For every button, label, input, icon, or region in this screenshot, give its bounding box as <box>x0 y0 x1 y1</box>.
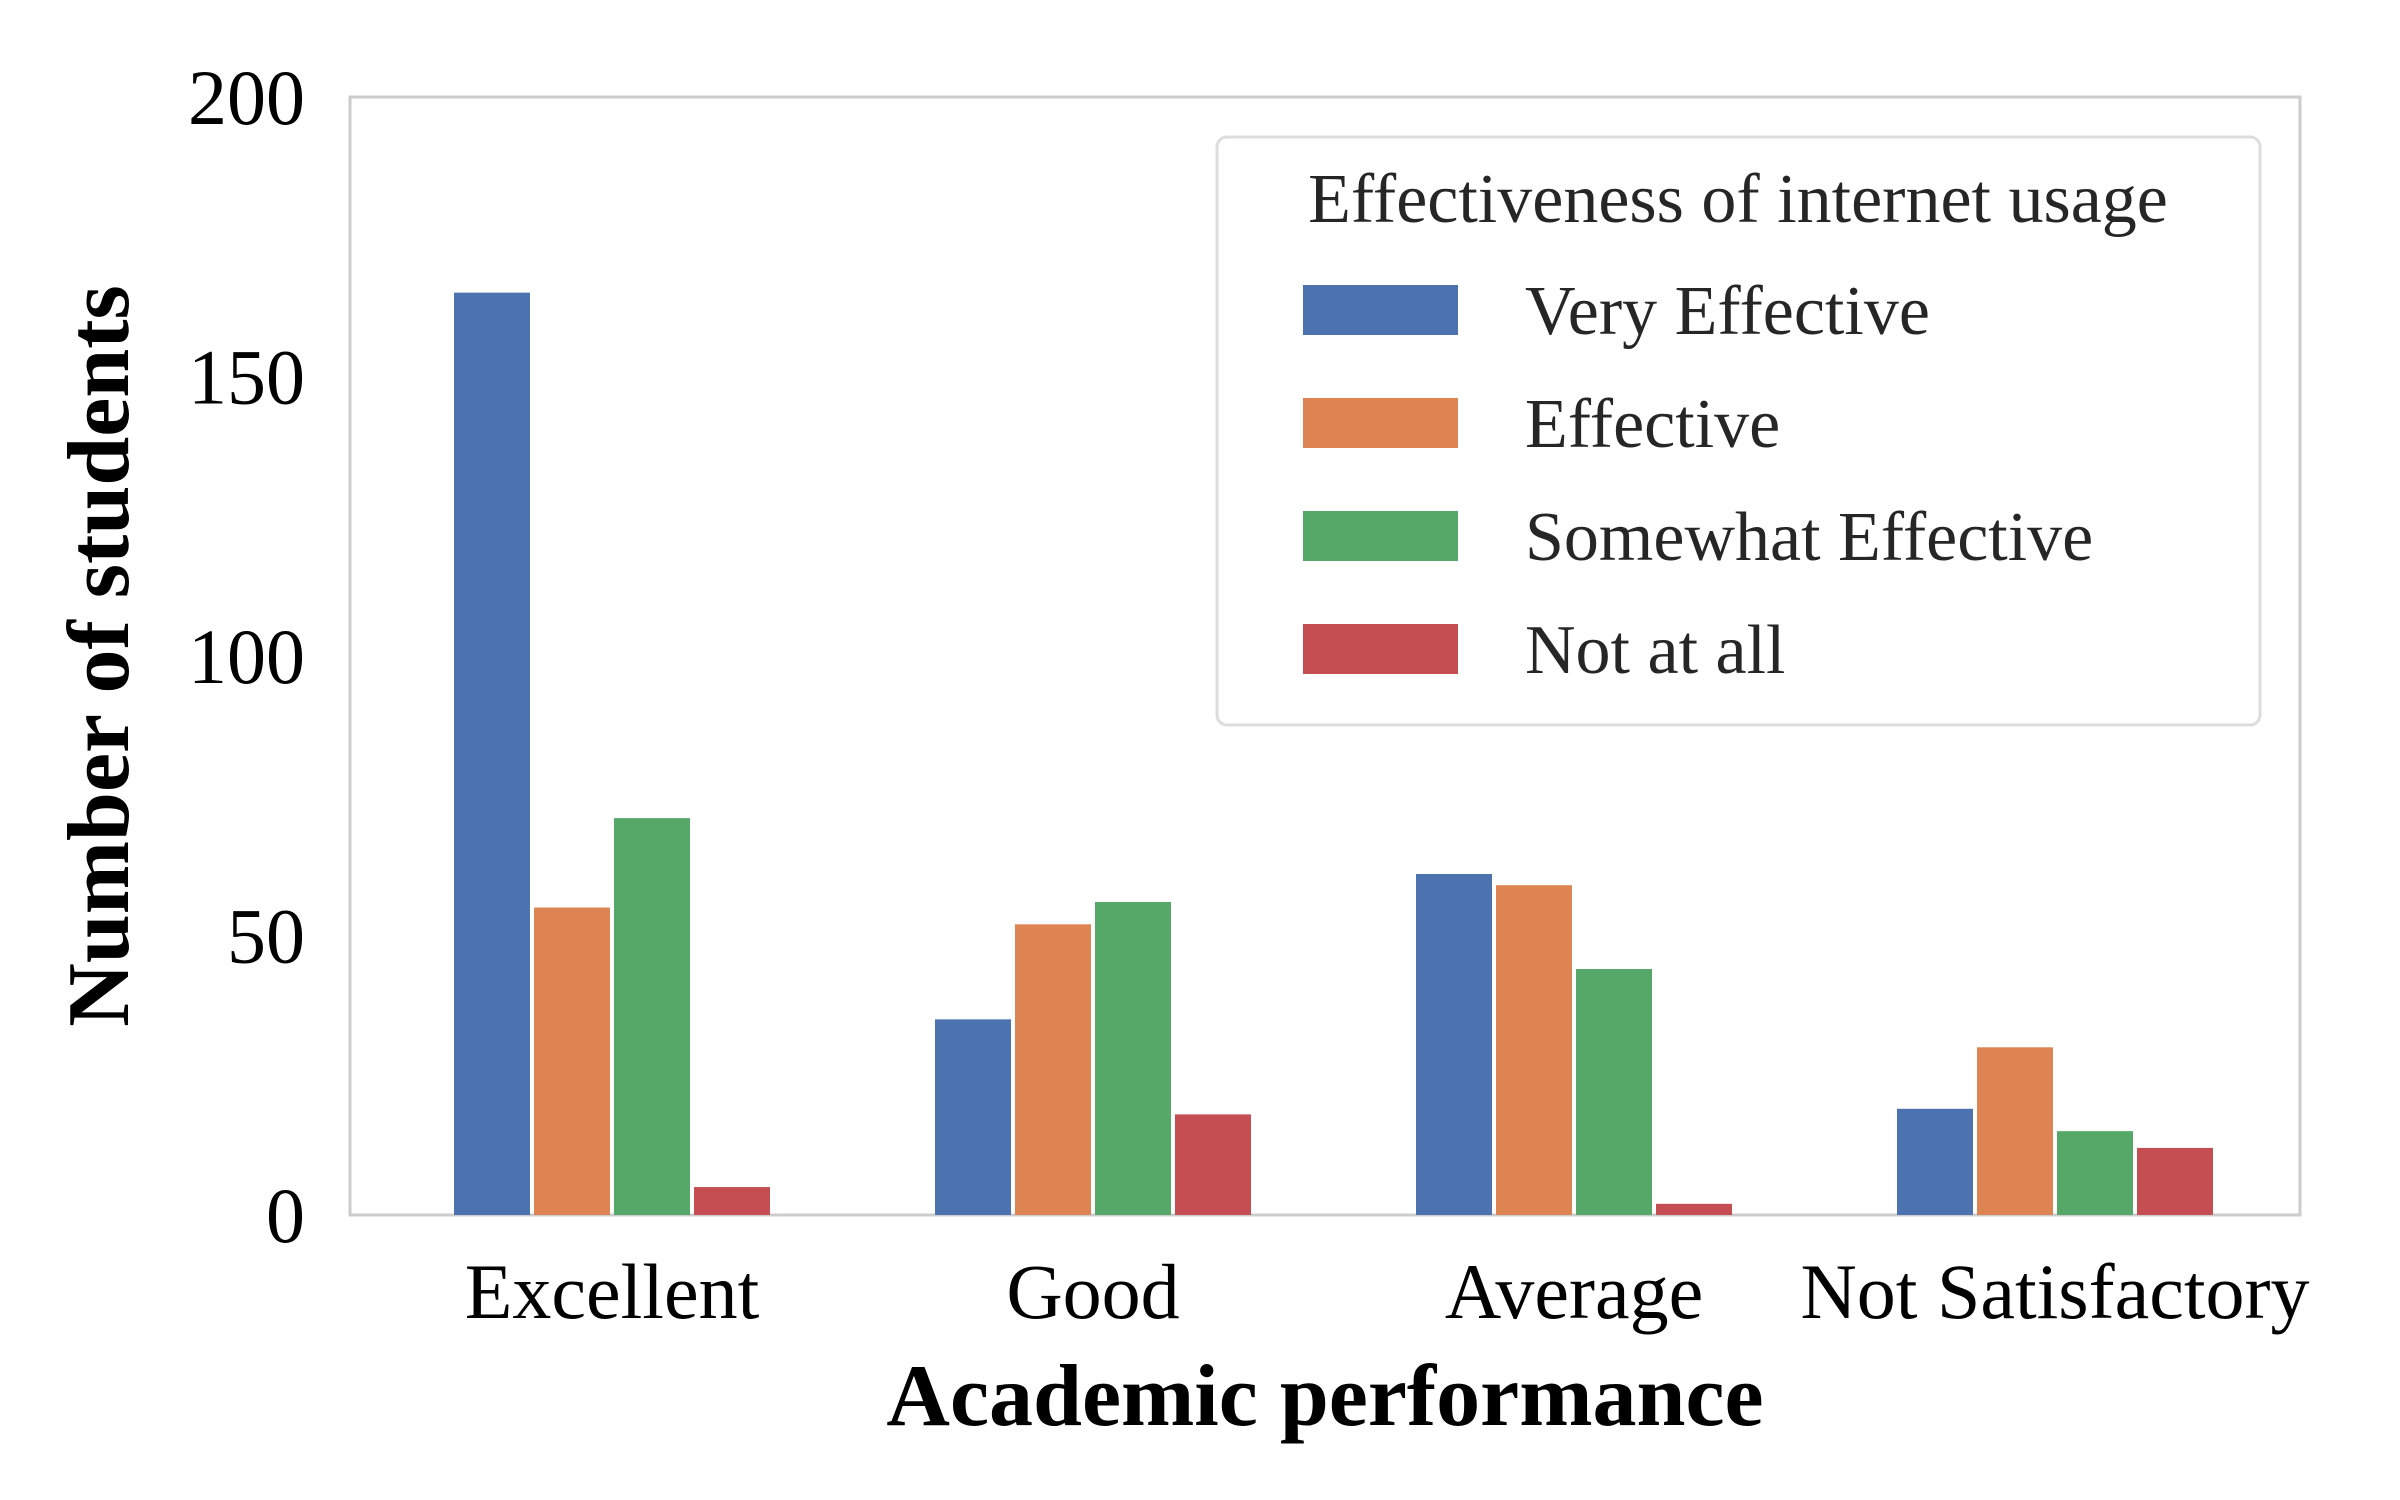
y-axis-title: Number of students <box>51 285 148 1027</box>
y-tick-label: 0 <box>266 1172 305 1259</box>
bar-very-effective-excellent <box>454 292 530 1215</box>
x-tick-label: Good <box>1006 1248 1179 1335</box>
legend-items: Very Effective Effective Somewhat Effectiv… <box>1303 273 2093 689</box>
legend-label: Not at all <box>1525 612 1785 689</box>
bar-somewhat-effective-average <box>1576 969 1652 1215</box>
bar-effective-excellent <box>534 907 610 1215</box>
bar-very-effective-average <box>1416 874 1492 1215</box>
bar-very-effective-good <box>935 1019 1011 1215</box>
y-tick-label: 150 <box>188 334 305 421</box>
bar-effective-good <box>1015 924 1091 1215</box>
legend-swatch <box>1303 624 1458 674</box>
bar-effective-average <box>1496 885 1572 1215</box>
legend-label: Effective <box>1525 386 1780 463</box>
x-tick-label: Excellent <box>465 1248 760 1335</box>
legend-swatch <box>1303 285 1458 335</box>
bar-not-at-all-excellent <box>694 1187 770 1215</box>
y-tick-label: 50 <box>227 893 305 980</box>
bar-not-at-all-good <box>1175 1114 1251 1215</box>
legend-swatch <box>1303 398 1458 448</box>
x-tick-label: Average <box>1445 1248 1703 1335</box>
x-tick-label: Not Satisfactory <box>1800 1248 2309 1335</box>
legend-swatch <box>1303 511 1458 561</box>
bar-somewhat-effective-good <box>1095 901 1171 1215</box>
x-tick-labels: Excellent Good Average Not Satisfactory <box>465 1248 2310 1335</box>
bar-very-effective-not-satisfactory <box>1897 1108 1973 1215</box>
bar-somewhat-effective-excellent <box>614 818 690 1215</box>
bar-not-at-all-not-satisfactory <box>2137 1147 2213 1215</box>
legend-title: Effectiveness of internet usage <box>1308 161 2168 238</box>
y-tick-label: 100 <box>188 613 305 700</box>
legend: Effectiveness of internet usage Very Eff… <box>1215 135 2262 727</box>
bars-group <box>454 292 2213 1215</box>
bar-not-at-all-average <box>1656 1203 1732 1215</box>
y-tick-labels: 0 50 100 150 200 <box>188 54 305 1259</box>
legend-box <box>1215 135 2262 727</box>
legend-label: Somewhat Effective <box>1525 499 2093 576</box>
bar-somewhat-effective-not-satisfactory <box>2057 1131 2133 1215</box>
y-tick-label: 200 <box>188 54 305 141</box>
bar-effective-not-satisfactory <box>1977 1047 2053 1215</box>
x-axis-title: Academic performance <box>886 1348 1763 1445</box>
legend-label: Very Effective <box>1525 273 1930 350</box>
